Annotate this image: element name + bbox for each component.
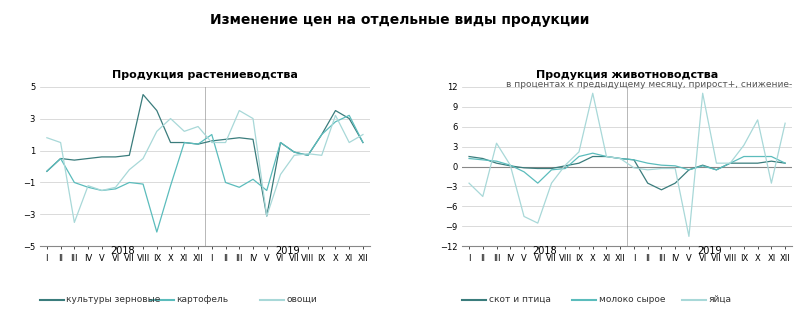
Text: 2019: 2019 xyxy=(698,246,722,256)
Text: яйца: яйца xyxy=(709,295,731,304)
Text: овощи: овощи xyxy=(286,295,317,304)
Text: картофель: картофель xyxy=(176,295,229,304)
Title: Продукция растениеводства: Продукция растениеводства xyxy=(112,70,298,80)
Text: в процентах к предыдущему месяцу, прирост+, снижение-: в процентах к предыдущему месяцу, прирос… xyxy=(506,80,792,89)
Text: Изменение цен на отдельные виды продукции: Изменение цен на отдельные виды продукци… xyxy=(210,13,590,27)
Text: культуры зерновые: культуры зерновые xyxy=(66,295,161,304)
Text: скот и птица: скот и птица xyxy=(489,295,550,304)
Text: 2018: 2018 xyxy=(532,246,557,256)
Text: 2019: 2019 xyxy=(275,246,300,256)
Text: 2018: 2018 xyxy=(110,246,134,256)
Title: Продукция животноводства: Продукция животноводства xyxy=(536,70,718,80)
Text: молоко сырое: молоко сырое xyxy=(598,295,665,304)
